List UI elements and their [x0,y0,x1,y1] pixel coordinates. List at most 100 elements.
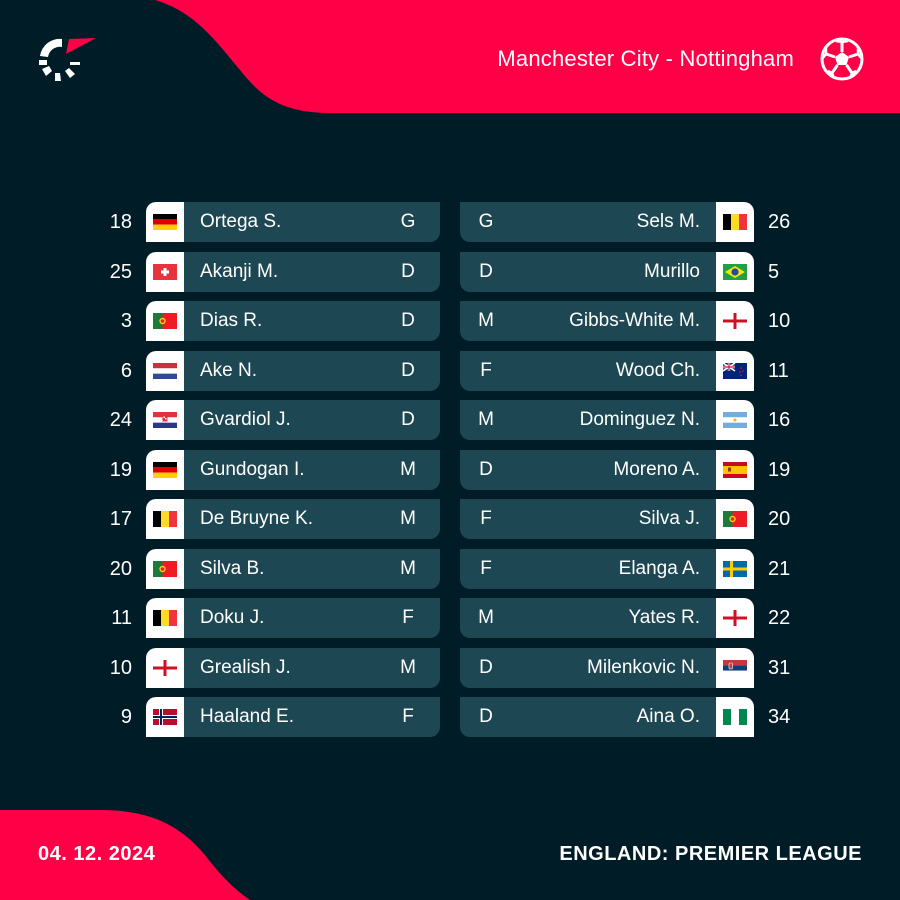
player-row[interactable]: 34 Aina O. D [460,697,808,737]
player-info: Ortega S. G [184,202,440,242]
flag-container [716,598,754,638]
player-card[interactable]: Moreno A. D [460,449,754,490]
netherlands-flag-icon [153,362,177,379]
player-row[interactable]: 10 Grealish J. M [92,647,440,688]
argentina-flag-icon [723,412,747,428]
player-row[interactable]: 19 Gundogan I. M [92,449,440,490]
player-row[interactable]: 25 Akanji M. D [92,251,440,292]
player-row[interactable]: 31 Milenkovic N. D [460,647,808,688]
sweden-flag-icon [723,560,747,577]
flag-container [716,202,754,242]
shirt-number: 22 [768,607,791,629]
player-card[interactable]: Dias R. D [146,301,440,341]
player-name: Gvardiol J. [200,409,291,430]
shirt-number: 17 [109,508,132,530]
player-row[interactable]: 6 Ake N. D [92,350,440,391]
shirt-number: 26 [768,211,791,233]
player-row[interactable]: 3 Dias R. D [92,301,440,341]
flag-container [716,350,754,391]
player-card[interactable]: Haaland E. F [146,697,440,737]
player-position: F [480,557,492,579]
player-position: F [402,706,414,727]
player-card[interactable]: De Bruyne K. M [146,499,440,539]
player-position: M [400,508,416,529]
player-row[interactable]: 10 Gibbs-White M. M [460,301,808,341]
player-row[interactable]: 5 Murillo D [460,251,808,292]
player-card[interactable]: Wood Ch. F [460,350,754,391]
player-name: Silva B. [200,557,265,579]
england-flag-icon [723,610,747,626]
player-info: Milenkovic N. D [460,647,716,688]
player-row[interactable]: 26 Sels M. G [460,202,808,242]
flag-container [716,449,754,490]
player-position: D [401,310,415,331]
player-name: De Bruyne K. [200,508,313,529]
player-row[interactable]: 20 Silva B. M [92,548,440,589]
player-info: Doku J. F [184,598,440,638]
flashscore-logo-icon [39,38,96,81]
player-card[interactable]: Gundogan I. M [146,449,440,490]
player-info: Silva B. M [184,548,440,589]
player-position: M [478,409,494,430]
player-row[interactable]: 9 Haaland E. F [92,697,440,737]
player-name: Doku J. [200,607,265,628]
player-info: Gibbs-White M. M [460,301,716,341]
player-row[interactable]: 11 Doku J. F [92,598,440,638]
player-card[interactable]: Grealish J. M [146,647,440,688]
player-row[interactable]: 17 De Bruyne K. M [92,499,440,539]
player-name: Silva J. [638,508,700,529]
croatia-flag-icon [153,412,177,428]
player-card[interactable]: Murillo D [460,251,754,292]
player-card[interactable]: Gibbs-White M. M [460,301,754,341]
player-info: Akanji M. D [184,251,440,292]
player-row[interactable]: 20 Silva J. F [460,499,808,539]
portugal-flag-icon [153,560,177,577]
league-name: ENGLAND: PREMIER LEAGUE [559,843,862,865]
player-card[interactable]: Milenkovic N. D [460,647,754,688]
flag-container [146,548,184,589]
player-name: Gundogan I. [200,458,305,480]
player-row[interactable]: 21 Elanga A. F [460,548,808,589]
player-card[interactable]: Elanga A. F [460,548,754,589]
player-name: Gibbs-White M. [569,310,700,331]
player-card[interactable]: Dominguez N. M [460,400,754,440]
player-info: Silva J. F [460,499,716,539]
player-info: Dominguez N. M [460,400,716,440]
player-card[interactable]: Silva J. F [460,499,754,539]
flag-container [146,350,184,391]
player-card[interactable]: Ake N. D [146,350,440,391]
player-info: Murillo D [460,251,716,292]
flag-container [146,202,184,242]
player-position: F [480,359,492,381]
flag-container [146,251,184,292]
belgium-flag-icon [153,610,177,626]
player-info: Haaland E. F [184,697,440,737]
player-row[interactable]: 11 Wood Ch. F [460,350,808,391]
player-card[interactable]: Ortega S. G [146,202,440,242]
player-row[interactable]: 16 Dominguez N. M [460,400,808,440]
player-card[interactable]: Akanji M. D [146,251,440,292]
flag-container [146,400,184,440]
player-card[interactable]: Yates R. M [460,598,754,638]
shirt-number: 6 [120,359,132,382]
player-position: M [400,557,416,579]
player-position: M [400,458,416,480]
shirt-number: 11 [768,359,789,382]
shirt-number: 21 [768,557,791,580]
flag-container [146,449,184,490]
player-card[interactable]: Aina O. D [460,697,754,737]
player-card[interactable]: Sels M. G [460,202,754,242]
player-card[interactable]: Gvardiol J. D [146,400,440,440]
player-row[interactable]: 22 Yates R. M [460,598,808,638]
flag-container [146,598,184,638]
shirt-number: 24 [109,409,132,431]
player-row[interactable]: 24 Gvardiol J. D [92,400,440,440]
player-card[interactable]: Silva B. M [146,548,440,589]
player-position: F [402,607,414,628]
player-name: Dias R. [200,310,263,331]
match-date: 04. 12. 2024 [38,843,156,865]
player-row[interactable]: 18 Ortega S. G [92,202,440,242]
player-row[interactable]: 19 Moreno A. D [460,449,808,490]
player-card[interactable]: Doku J. F [146,598,440,638]
player-name: Sels M. [636,211,700,232]
